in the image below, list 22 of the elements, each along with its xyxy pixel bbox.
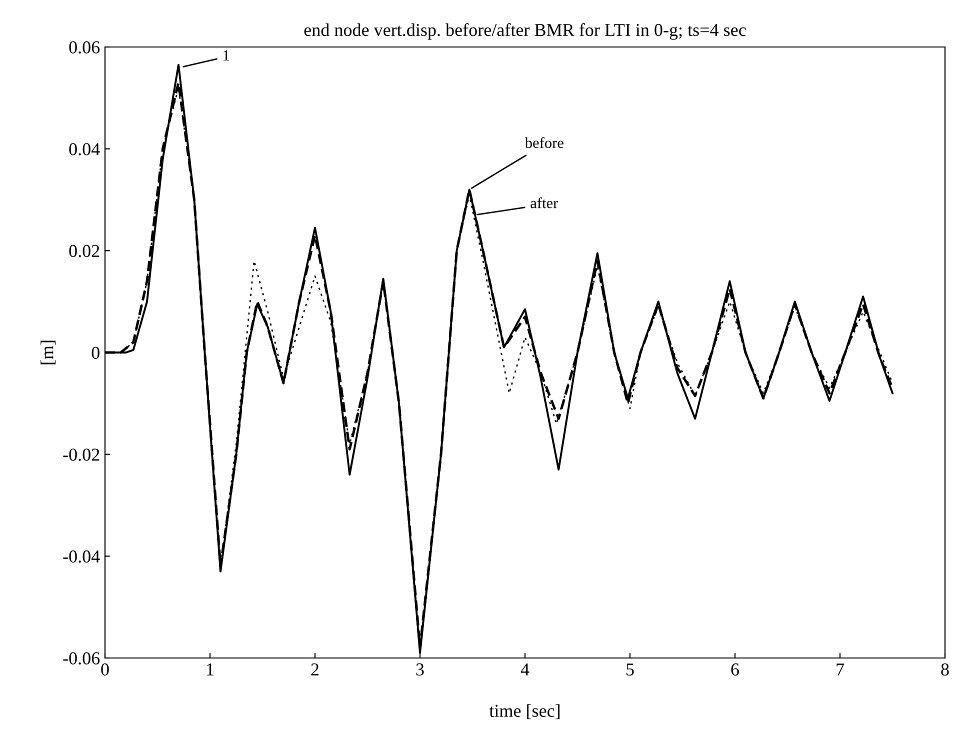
y-tick-label: -0.04 (63, 550, 100, 563)
x-tick-label: 8 (941, 663, 949, 676)
x-tick-label: 7 (836, 664, 844, 676)
x-axis-title: time [sec] (489, 704, 560, 720)
x-tick-label: 3 (416, 663, 424, 676)
y-tick-label: 0.02 (69, 244, 100, 258)
annotation: 1 (224, 50, 229, 60)
annotation: before (524, 137, 564, 148)
y-tick-label: -0.06 (63, 652, 100, 665)
y-tick-label: 0 (92, 346, 100, 359)
x-tick-label: 5 (626, 664, 634, 676)
x-tick-label: 1 (207, 663, 214, 676)
y-tick-label: 0.06 (69, 41, 100, 54)
y-axis-title: [m] (40, 340, 56, 364)
x-tick-label: 6 (731, 663, 739, 676)
chart-title: end node vert.disp. before/after BMR for LTI in 0-g; ts=4 sec (304, 23, 746, 40)
y-tick-label: -0.02 (63, 448, 100, 461)
x-tick-label: 2 (311, 663, 319, 676)
x-tick-label: 0 (101, 663, 109, 676)
x-tick-label: 4 (520, 664, 530, 676)
y-tick-label: 0.04 (69, 143, 100, 156)
annotation: after (530, 197, 558, 208)
